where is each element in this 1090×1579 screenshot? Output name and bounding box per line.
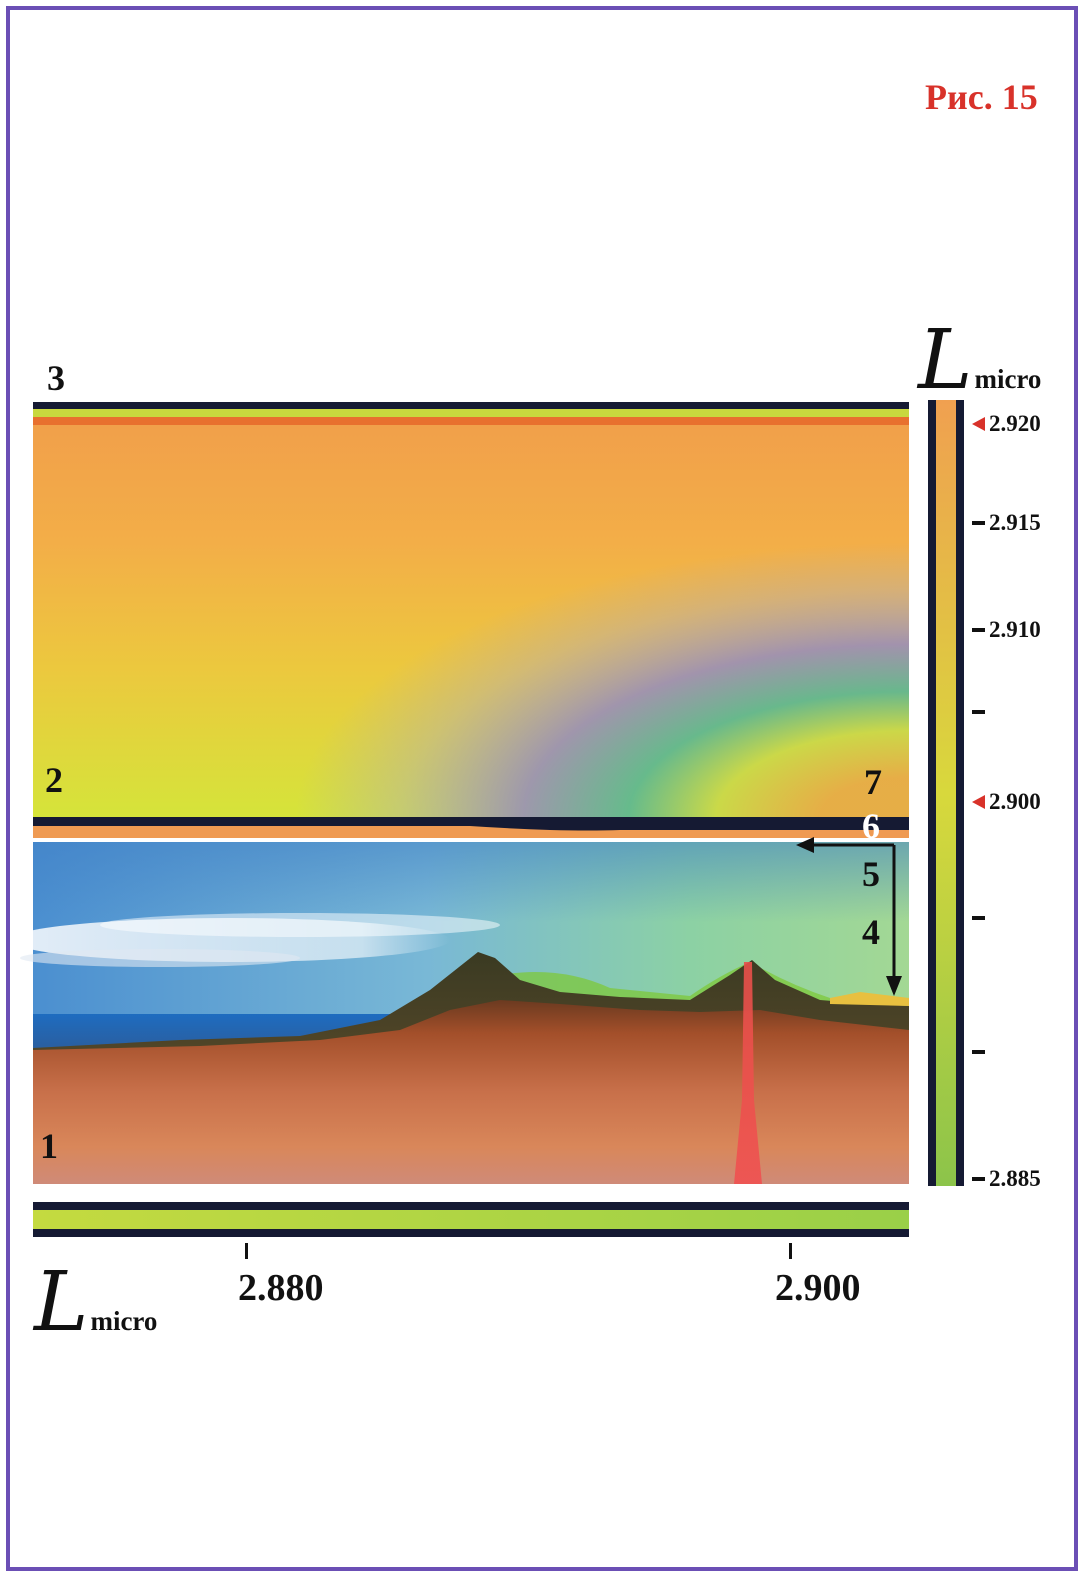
tick-dash	[972, 710, 985, 714]
x-axis-symbol-letter: L	[34, 1255, 89, 1350]
page-frame	[6, 6, 1078, 1571]
y-tick-label: 2.885	[989, 1166, 1041, 1191]
x-axis-symbol-subscript: micro	[90, 1306, 158, 1336]
label-3: 3	[47, 358, 65, 398]
label-2: 2	[45, 760, 63, 800]
label-4: 4	[862, 912, 880, 952]
y-tick-0: 2.920	[972, 408, 1041, 440]
label-1: 1	[40, 1126, 58, 1166]
y-tick-6	[972, 1036, 989, 1068]
y-tick-1: 2.915	[972, 507, 1041, 539]
y-tick-2: 2.910	[972, 614, 1041, 646]
y-tick-5	[972, 902, 989, 934]
y-axis-symbol: Lmicro	[918, 320, 1041, 402]
label-6: 6	[862, 806, 880, 846]
x-tick-mark-2880	[245, 1243, 248, 1259]
tick-dash	[972, 916, 985, 920]
y-tick-label: 2.920	[989, 411, 1041, 436]
label-7: 7	[864, 762, 882, 802]
y-tick-4: 2.900	[972, 786, 1041, 818]
y-tick-label: 2.915	[989, 510, 1041, 535]
tick-dash	[972, 521, 985, 525]
tick-dash	[972, 1050, 985, 1054]
x-tick-mark-2900	[789, 1243, 792, 1259]
tick-dash	[972, 1177, 985, 1181]
label-5: 5	[862, 854, 880, 894]
red-triangle-marker	[972, 795, 985, 809]
y-tick-3	[972, 696, 989, 728]
x-axis-symbol: Lmicro	[34, 1262, 157, 1344]
figure-title: Рис. 15	[925, 77, 1038, 117]
y-tick-label: 2.910	[989, 617, 1041, 642]
tick-dash	[972, 628, 985, 632]
y-axis-symbol-letter: L	[918, 313, 973, 408]
y-tick-label: 2.900	[989, 789, 1041, 814]
red-triangle-marker	[972, 417, 985, 431]
y-tick-7: 2.885	[972, 1163, 1041, 1195]
x-tick-label-2880: 2.880	[238, 1267, 324, 1309]
x-tick-label-2900: 2.900	[775, 1267, 861, 1309]
y-axis-symbol-subscript: micro	[974, 364, 1042, 394]
